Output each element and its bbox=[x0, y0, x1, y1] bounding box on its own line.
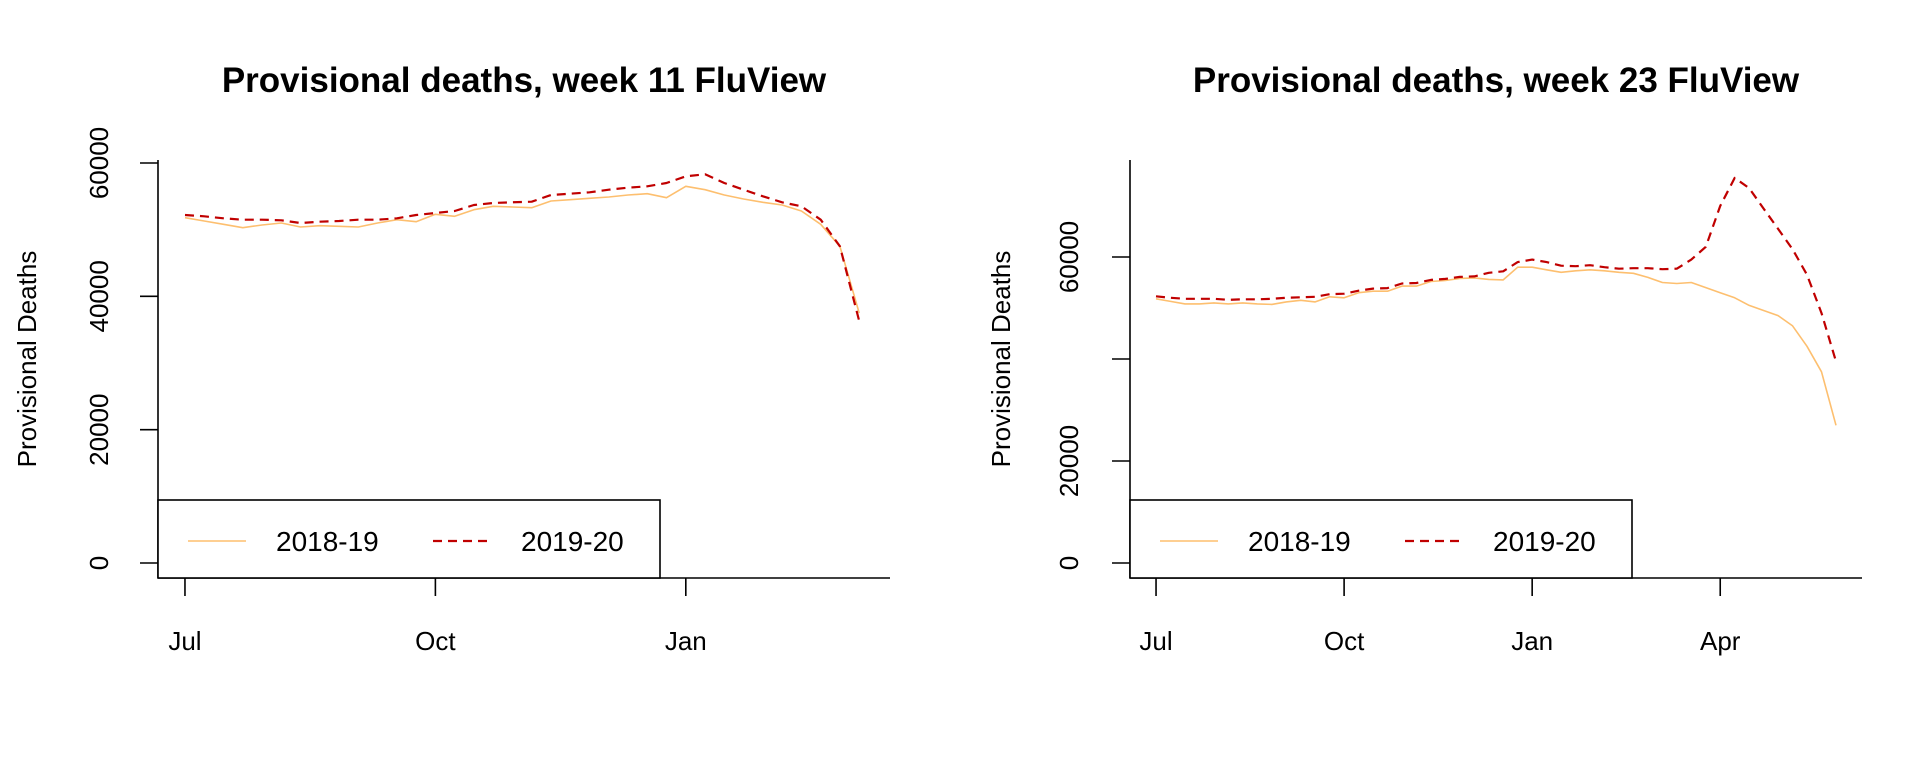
legend-label: 2019-20 bbox=[521, 526, 624, 557]
chart-title: Provisional deaths, week 23 FluView bbox=[1193, 61, 1800, 100]
chart-panel-week-23: Provisional deaths, week 23 FluView Provi… bbox=[986, 61, 1862, 656]
legend-label: 2019-20 bbox=[1493, 526, 1596, 557]
x-tick-label: Jan bbox=[665, 626, 707, 656]
y-tick-label: 20000 bbox=[1054, 425, 1084, 497]
legend: 2018-19 2019-20 bbox=[1129, 499, 1633, 579]
x-tick-label: Oct bbox=[415, 626, 456, 656]
y-axis-label: Provisional Deaths bbox=[986, 251, 1016, 468]
legend-label: 2018-19 bbox=[276, 526, 379, 557]
series-line-2019-20 bbox=[1155, 176, 1838, 362]
x-tick-label: Apr bbox=[1700, 626, 1741, 656]
series-line-2019-20 bbox=[184, 173, 861, 322]
y-axis-label: Provisional Deaths bbox=[12, 251, 42, 468]
x-tick-label: Oct bbox=[1324, 626, 1365, 656]
legend-label: 2018-19 bbox=[1248, 526, 1351, 557]
legend: 2018-19 2019-20 bbox=[157, 499, 661, 579]
series-line-2018-19 bbox=[184, 185, 860, 314]
x-tick-label: Jan bbox=[1511, 626, 1553, 656]
y-tick-label: 20000 bbox=[84, 394, 114, 466]
y-tick-label: 40000 bbox=[84, 260, 114, 332]
y-tick-label: 0 bbox=[84, 556, 114, 570]
y-tick-label: 60000 bbox=[1054, 221, 1084, 293]
x-tick-label: Jul bbox=[1139, 626, 1172, 656]
legend-box bbox=[157, 499, 661, 579]
legend-box bbox=[1129, 499, 1633, 579]
y-tick-label: 0 bbox=[1054, 556, 1084, 570]
series-line-2018-19 bbox=[1155, 266, 1837, 426]
chart-panel-week-11: Provisional deaths, week 11 FluView Provi… bbox=[12, 61, 890, 656]
x-tick-label: Jul bbox=[168, 626, 201, 656]
y-tick-label: 60000 bbox=[84, 127, 114, 199]
chart-title: Provisional deaths, week 11 FluView bbox=[222, 61, 827, 100]
